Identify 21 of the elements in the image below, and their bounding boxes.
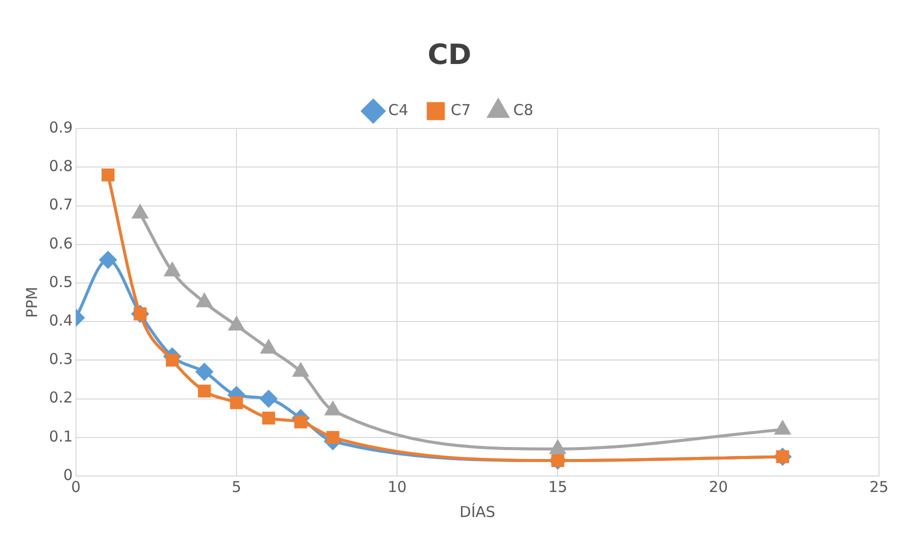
y-tick-label: 0.5 xyxy=(48,272,73,291)
y-tick-label: 0 xyxy=(63,466,73,484)
y-axis-title: PPM xyxy=(22,286,41,318)
x-tick-label: 15 xyxy=(548,478,568,496)
y-tick-label: 0.9 xyxy=(48,118,73,136)
x-tick-label: 25 xyxy=(869,478,889,496)
y-tick-label: 0.8 xyxy=(48,157,73,176)
y-tick-label: 0.4 xyxy=(48,311,73,330)
legend-label: C7 xyxy=(450,100,471,119)
x-tick-label: 5 xyxy=(232,478,242,496)
x-axis-title: DÍAS xyxy=(460,502,496,521)
y-tick-label: 0.3 xyxy=(48,350,73,368)
y-tick-label: 0.7 xyxy=(48,196,73,214)
y-tick-label: 0.1 xyxy=(48,427,73,446)
y-tick-label: 0.6 xyxy=(48,234,73,252)
chart-title: CD xyxy=(428,38,472,72)
x-tick-label: 10 xyxy=(388,478,407,496)
legend-label: C4 xyxy=(388,100,408,119)
legend-label: C8 xyxy=(513,100,534,119)
y-tick-label: 0.2 xyxy=(48,388,73,407)
x-tick-label: 20 xyxy=(708,478,728,496)
